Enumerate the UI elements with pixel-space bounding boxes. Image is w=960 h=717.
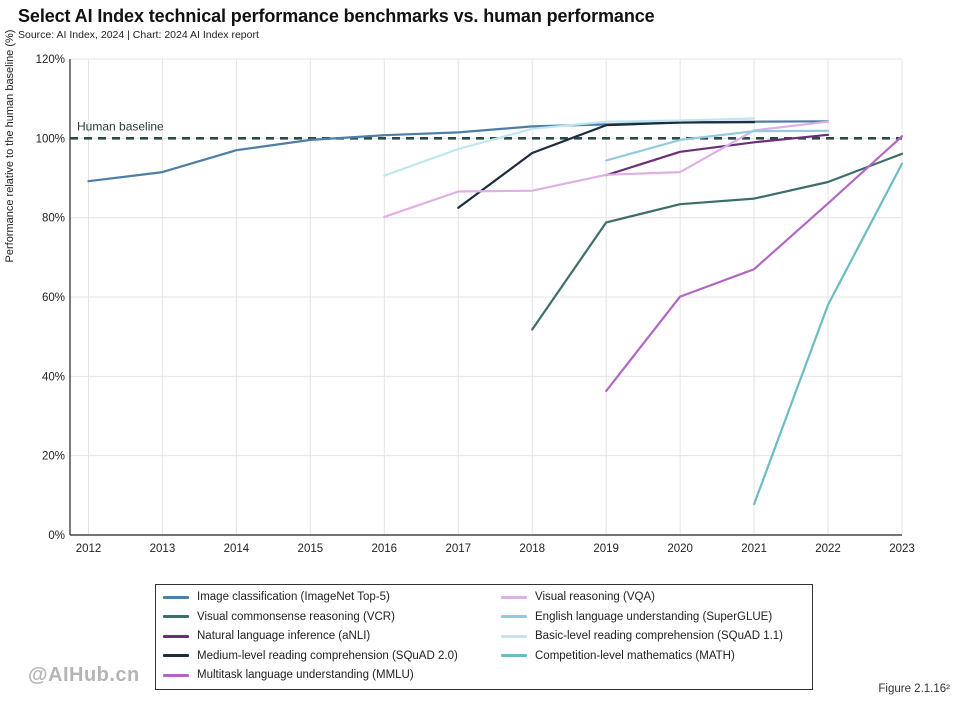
legend-item: Natural language inference (aNLI) bbox=[163, 630, 370, 642]
legend-item: Visual reasoning (VQA) bbox=[501, 591, 655, 603]
legend-swatch bbox=[163, 673, 189, 677]
y-tick-label: 80% bbox=[42, 213, 65, 225]
legend-label: Competition-level mathematics (MATH) bbox=[535, 649, 735, 662]
y-tick-label: 0% bbox=[48, 530, 65, 542]
y-tick-label: 60% bbox=[42, 292, 65, 304]
x-tick-label: 2014 bbox=[224, 543, 250, 555]
series-line bbox=[531, 152, 904, 331]
legend-swatch bbox=[163, 654, 189, 657]
legend-label: English language understanding (SuperGLU… bbox=[535, 610, 773, 623]
legend-item: Competition-level mathematics (MATH) bbox=[501, 650, 735, 662]
y-tick-label: 100% bbox=[36, 133, 65, 145]
x-tick-label: 2022 bbox=[815, 543, 841, 555]
legend-swatch bbox=[501, 595, 527, 599]
legend: Image classification (ImageNet Top-5) Vis… bbox=[155, 584, 813, 690]
legend-swatch bbox=[501, 615, 527, 618]
watermark: @AIHub.cn bbox=[28, 664, 140, 686]
chart-subtitle: Source: AI Index, 2024 | Chart: 2024 AI … bbox=[18, 29, 259, 41]
legend-label: Image classification (ImageNet Top-5) bbox=[197, 591, 390, 603]
y-axis-label: Performance relative to the human baseli… bbox=[4, 29, 16, 263]
legend-label: Multitask language understanding (MMLU) bbox=[197, 669, 414, 681]
legend-item: Visual commonsense reasoning (VCR) bbox=[163, 611, 395, 623]
y-tick-label: 40% bbox=[42, 371, 65, 383]
series-line bbox=[605, 135, 904, 393]
legend-label: Medium-level reading comprehension (SQuA… bbox=[197, 649, 458, 662]
legend-swatch bbox=[163, 595, 189, 599]
x-tick-label: 2015 bbox=[298, 543, 324, 555]
x-tick-label: 2016 bbox=[372, 543, 398, 555]
x-tick-label: 2013 bbox=[150, 543, 176, 555]
x-tick-label: 2017 bbox=[445, 543, 471, 555]
series-line bbox=[753, 162, 904, 506]
legend-item: Image classification (ImageNet Top-5) bbox=[163, 591, 390, 603]
x-tick-label: 2018 bbox=[519, 543, 545, 555]
legend-swatch bbox=[501, 654, 527, 657]
series-line bbox=[457, 121, 756, 209]
baseline-label: Human baseline bbox=[77, 119, 164, 133]
legend-label: Visual reasoning (VQA) bbox=[535, 591, 655, 603]
x-tick-label: 2020 bbox=[667, 543, 693, 555]
x-tick-label: 2023 bbox=[889, 543, 915, 555]
x-tick-label: 2019 bbox=[593, 543, 619, 555]
y-tick-label: 20% bbox=[42, 451, 65, 463]
y-tick-label: 120% bbox=[36, 54, 65, 66]
legend-swatch bbox=[163, 615, 189, 618]
series-lines bbox=[87, 117, 904, 506]
legend-item: Basic-level reading comprehension (SQuAD… bbox=[501, 630, 783, 642]
chart-title: Select AI Index technical performance be… bbox=[18, 6, 655, 26]
legend-item: Medium-level reading comprehension (SQuA… bbox=[163, 650, 458, 662]
chart-canvas: Human baseline 0% 20% 40% 60% 80% 100% 120% 201… bbox=[36, 54, 915, 555]
legend-item: Multitask language understanding (MMLU) bbox=[163, 669, 414, 681]
series-line bbox=[605, 129, 830, 162]
tick-labels: 0% 20% 40% 60% 80% 100% 120% 2012 2013 2014 2015 20… bbox=[36, 54, 915, 555]
figure-label: Figure 2.1.16² bbox=[878, 683, 950, 695]
legend-label: Natural language inference (aNLI) bbox=[197, 630, 371, 642]
series-line bbox=[383, 117, 756, 177]
legend-item: English language understanding (SuperGLU… bbox=[501, 611, 772, 623]
series-line bbox=[605, 133, 830, 177]
legend-swatch bbox=[501, 634, 527, 638]
legend-label: Visual commonsense reasoning (VCR) bbox=[197, 610, 395, 623]
legend-label: Basic-level reading comprehension (SQuAD… bbox=[535, 630, 784, 642]
legend-swatch bbox=[163, 634, 189, 638]
x-tick-label: 2021 bbox=[741, 543, 767, 555]
human-baseline: Human baseline bbox=[70, 119, 902, 140]
x-tick-label: 2012 bbox=[76, 543, 102, 555]
